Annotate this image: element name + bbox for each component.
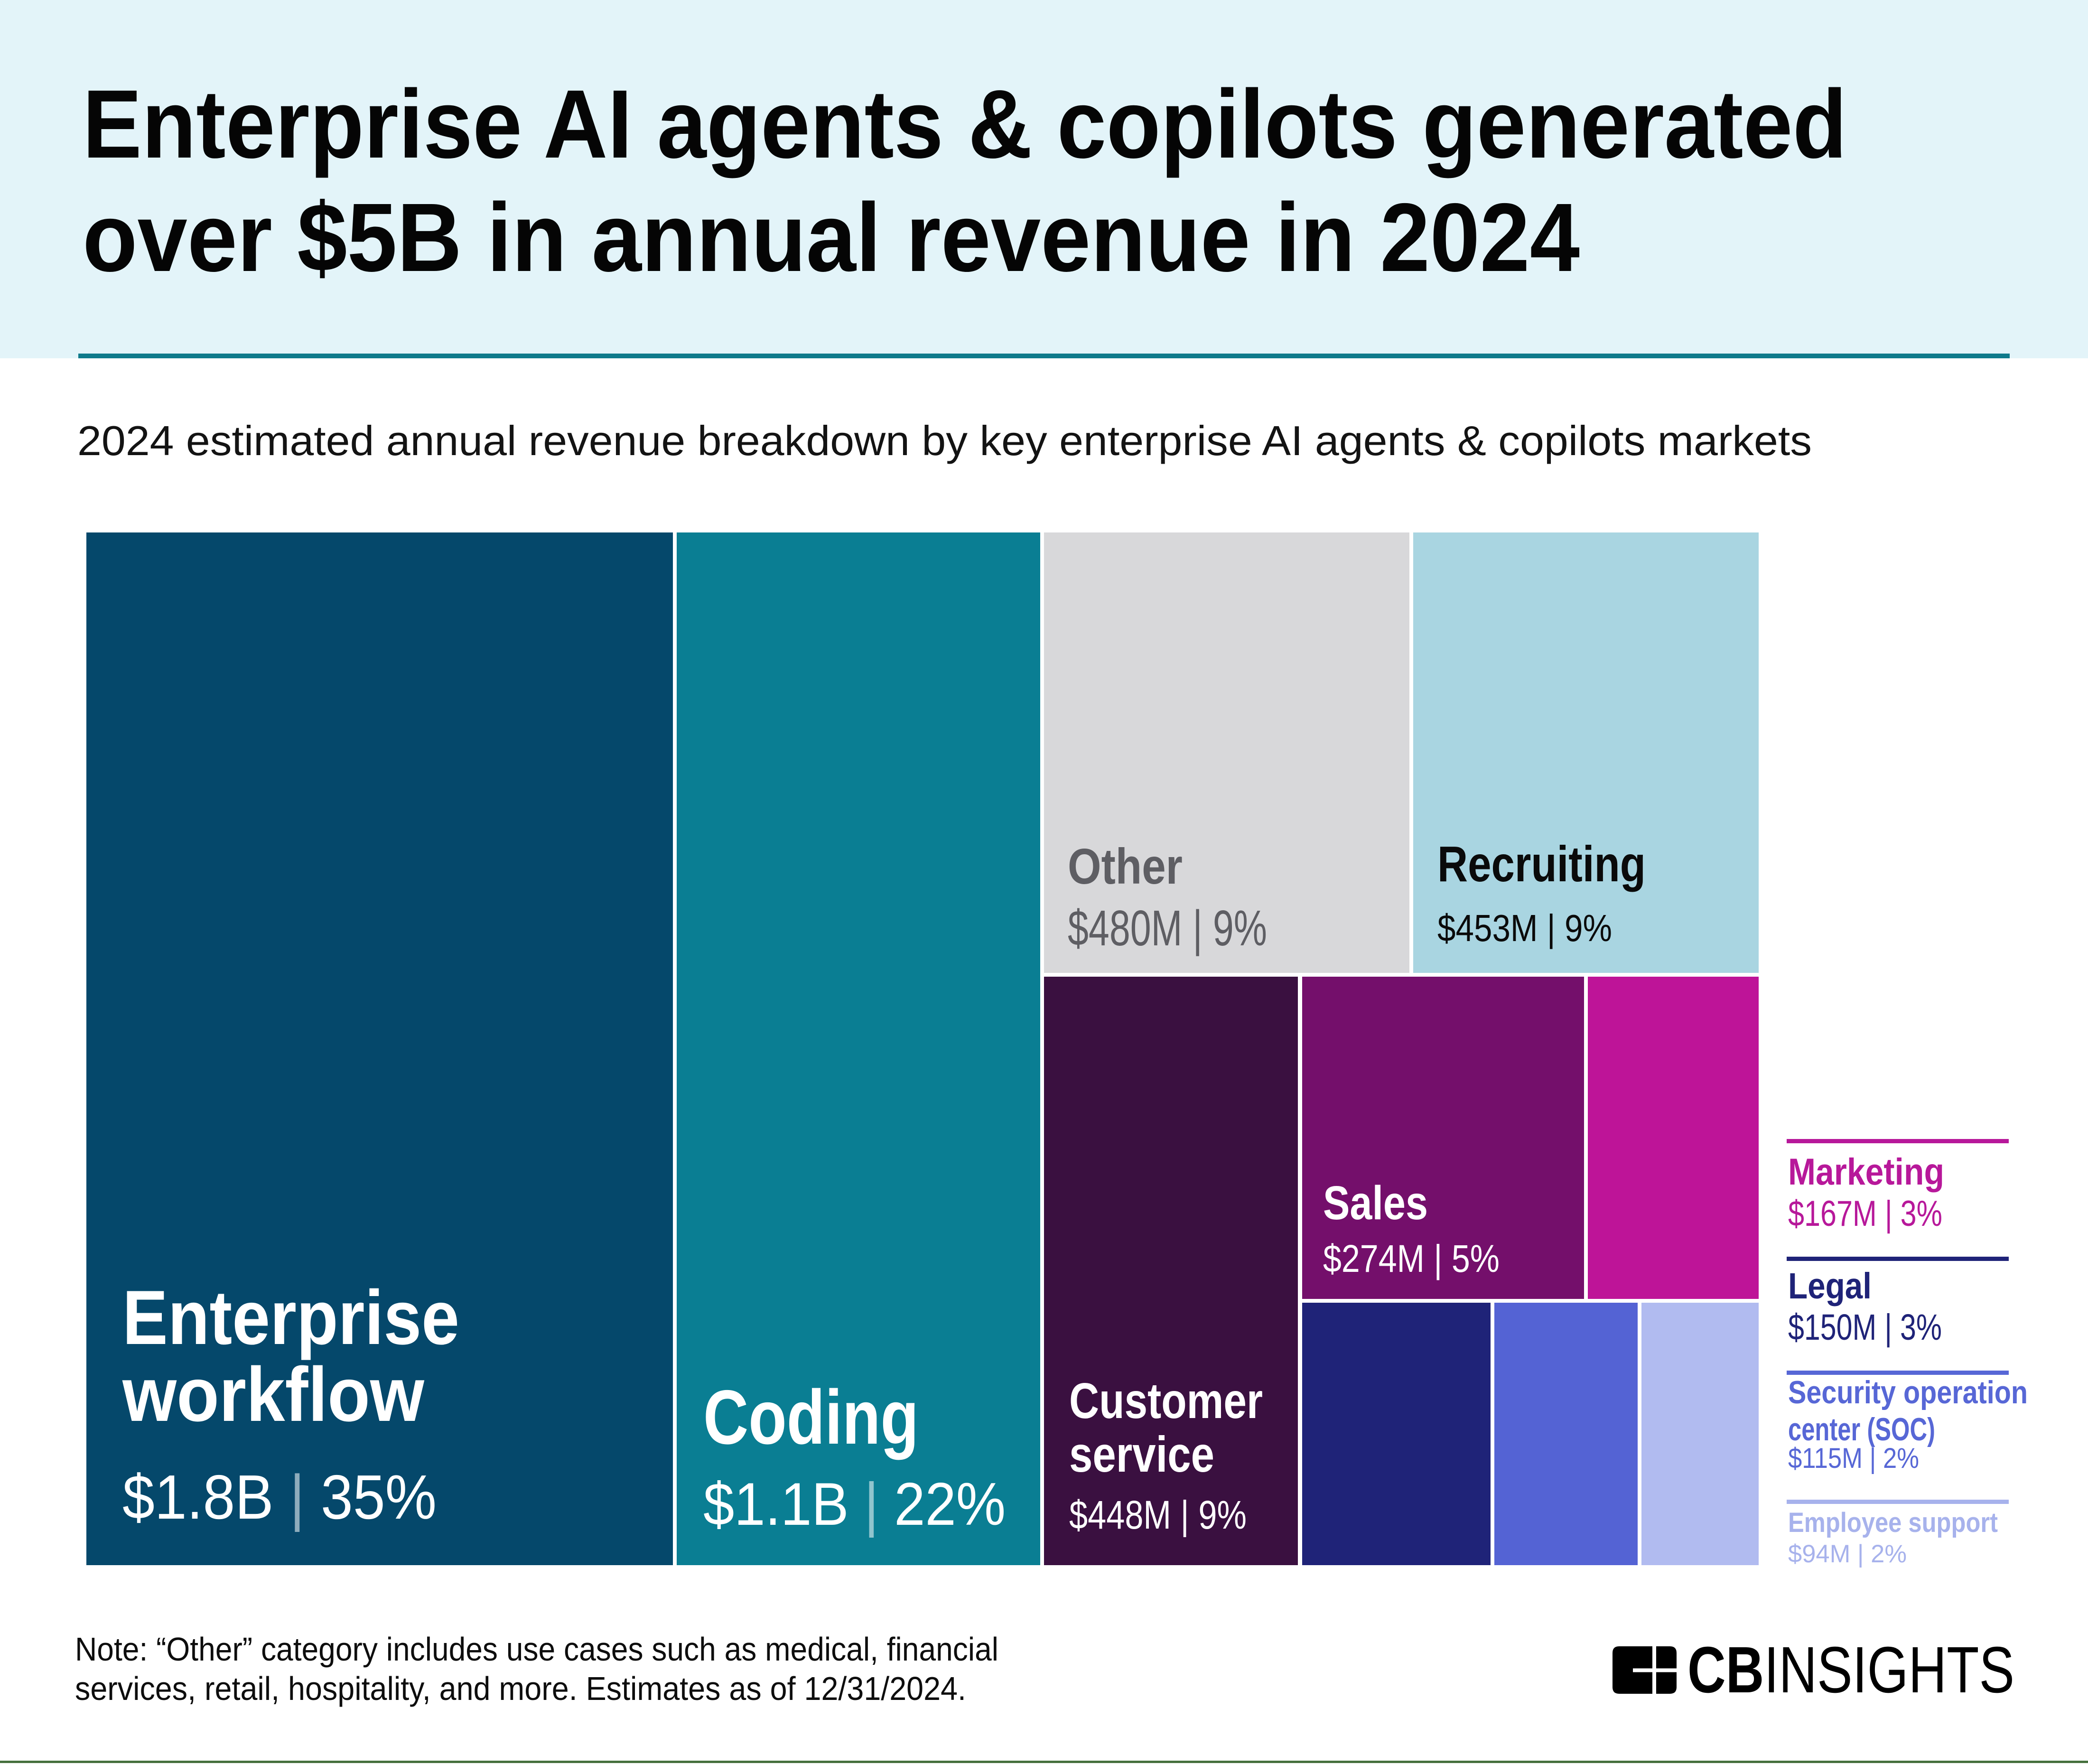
- callout-value-marketing-pipe: |: [1876, 1193, 1901, 1234]
- treemap-tile-enterprise-workflow: [86, 532, 673, 1565]
- tile-label-customer-service: service: [1069, 1427, 1214, 1483]
- callout-rule-employee-support: [1787, 1500, 2009, 1504]
- treemap-tile-recruiting: [1413, 532, 1759, 973]
- tile-value-other-amount: $480M: [1068, 900, 1183, 957]
- tile-value-customer-service-percent: 9%: [1198, 1492, 1247, 1537]
- callout-label-legal: Legal: [1788, 1265, 1872, 1307]
- tile-value-sales-amount: $274M: [1323, 1237, 1425, 1280]
- callout-value-legal-pipe: |: [1876, 1307, 1900, 1348]
- treemap-tile-sales: [1302, 977, 1584, 1299]
- tile-value-customer-service: $448M | 9%: [1069, 1495, 1247, 1535]
- callout-label-security-operation-center-soc: center (SOC): [1788, 1411, 1935, 1448]
- tile-label-enterprise-workflow: workflow: [122, 1351, 424, 1437]
- tile-label-other: Other: [1068, 839, 1183, 895]
- tile-value-customer-service-amount: $448M: [1069, 1492, 1172, 1537]
- page-title-line-1: Enterprise AI agents & copilots generate…: [83, 70, 1847, 179]
- treemap-tile-security-operation-center-soc: [1494, 1303, 1638, 1565]
- tile-value-customer-service-pipe: |: [1171, 1492, 1199, 1537]
- logo-text-insights: INSIGHTS: [1764, 1633, 2014, 1707]
- treemap-tile-coding: [677, 532, 1040, 1565]
- callout-value-security-operation-center-soc-amount: $115M: [1788, 1442, 1863, 1475]
- cbinsights-logo-text: CBINSIGHTS: [1687, 1637, 2014, 1703]
- callout-value-legal-percent: 3%: [1900, 1307, 1942, 1348]
- tile-label-recruiting: Recruiting: [1437, 836, 1646, 893]
- callout-value-employee-support: $94M | 2%: [1788, 1541, 1907, 1567]
- tile-value-coding: $1.1B | 22%: [703, 1474, 1006, 1534]
- logo-text-cb: CB: [1687, 1633, 1764, 1707]
- tile-value-recruiting-percent: 9%: [1564, 907, 1612, 950]
- tile-value-recruiting-pipe: |: [1538, 907, 1565, 950]
- tile-value-sales-pipe: |: [1424, 1237, 1452, 1280]
- tile-value-coding-percent: 22%: [894, 1470, 1006, 1538]
- callout-rule-legal: [1787, 1257, 2009, 1261]
- callout-value-marketing-percent: 3%: [1900, 1193, 1942, 1234]
- tile-label-coding: Coding: [703, 1374, 919, 1460]
- tile-value-sales-percent: 5%: [1451, 1237, 1500, 1280]
- callout-value-employee-support-amount: $94M: [1788, 1540, 1851, 1568]
- tile-label-enterprise-workflow: Enterprise: [122, 1274, 459, 1361]
- tile-value-other-percent: 9%: [1212, 900, 1267, 957]
- callout-value-legal: $150M | 3%: [1788, 1309, 1942, 1346]
- treemap-tile-marketing: [1588, 977, 1759, 1299]
- tile-value-recruiting: $453M | 9%: [1437, 909, 1612, 947]
- page-title-line-2: over $5B in annual revenue in 2024: [83, 183, 1580, 292]
- tile-value-coding-pipe: |: [848, 1470, 895, 1538]
- callout-value-marketing: $167M | 3%: [1788, 1193, 1942, 1234]
- treemap-tile-other: [1044, 532, 1409, 973]
- tile-value-enterprise-workflow-pipe: |: [273, 1462, 321, 1532]
- footnote-line-1: Note: “Other” category includes use case…: [75, 1630, 998, 1668]
- callout-value-employee-support-percent: 2%: [1871, 1540, 1907, 1568]
- callout-value-legal-amount: $150M: [1788, 1307, 1877, 1348]
- tile-value-recruiting-amount: $453M: [1437, 907, 1538, 950]
- tile-value-enterprise-workflow-percent: 35%: [320, 1462, 437, 1532]
- tile-value-other-pipe: |: [1182, 900, 1213, 957]
- cbinsights-logo-mark: [1613, 1646, 1677, 1694]
- treemap-tile-legal: [1302, 1303, 1491, 1565]
- tile-value-enterprise-workflow: $1.8B | 35%: [122, 1466, 437, 1529]
- callout-value-security-operation-center-soc: $115M | 2%: [1788, 1444, 1919, 1473]
- callout-value-security-operation-center-soc-percent: 2%: [1883, 1442, 1919, 1475]
- callout-rule-security-operation-center-soc: [1787, 1371, 2009, 1375]
- callout-label-employee-support: Employee support: [1788, 1507, 1998, 1538]
- callout-label-marketing: Marketing: [1788, 1150, 1944, 1193]
- tile-label-sales: Sales: [1323, 1176, 1428, 1230]
- bottom-border-line: [0, 1761, 2088, 1763]
- header-divider-line: [78, 354, 2010, 358]
- header-band: [0, 0, 2088, 358]
- tile-label-customer-service: Customer: [1069, 1373, 1263, 1429]
- callout-value-security-operation-center-soc-pipe: |: [1863, 1442, 1883, 1475]
- callout-value-employee-support-pipe: |: [1850, 1540, 1871, 1568]
- footnote-line-2: services, retail, hospitality, and more.…: [75, 1670, 966, 1707]
- tile-value-enterprise-workflow-amount: $1.8B: [122, 1462, 274, 1532]
- tile-value-sales: $274M | 5%: [1323, 1237, 1500, 1280]
- chart-subtitle: 2024 estimated annual revenue breakdown …: [77, 417, 1812, 465]
- callout-label-security-operation-center-soc: Security operation: [1788, 1374, 2028, 1411]
- tile-value-coding-amount: $1.1B: [703, 1470, 849, 1538]
- callout-value-marketing-amount: $167M: [1788, 1193, 1877, 1234]
- tile-value-other: $480M | 9%: [1068, 903, 1267, 953]
- callout-rule-marketing: [1787, 1139, 2009, 1143]
- treemap-tile-employee-support: [1641, 1303, 1759, 1565]
- treemap-tile-customer-service: [1044, 977, 1298, 1565]
